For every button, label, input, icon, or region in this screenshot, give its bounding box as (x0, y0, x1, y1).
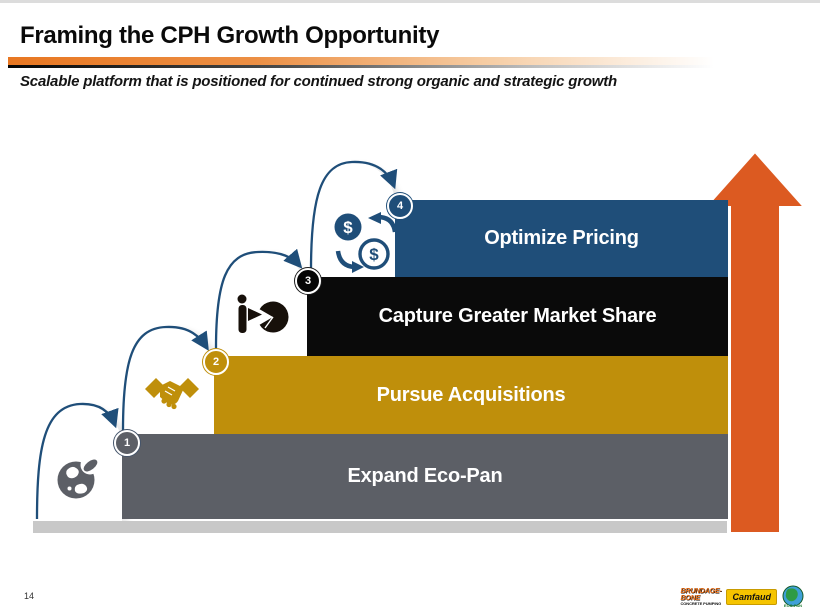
brundage-line1: BRUNDAGE- (680, 587, 722, 595)
badge-number: 3 (304, 275, 312, 287)
badge-number: 2 (212, 356, 220, 368)
step-bar-capture-greater-market-share: Capture Greater Market Share (307, 277, 728, 356)
step-label: Expand Eco-Pan (347, 465, 503, 487)
presenter-pie-chart-icon (234, 293, 292, 343)
title-accent-line (8, 65, 714, 68)
brundage-bone-logo: BRUNDAGE- BONE CONCRETE PUMPING (681, 588, 722, 606)
footer-logos: BRUNDAGE- BONE CONCRETE PUMPING Camfaud … (681, 585, 805, 608)
step-bar-optimize-pricing: Optimize Pricing (395, 200, 728, 277)
eco-pan-globe-icon (782, 585, 804, 607)
dollar-glyph: $ (343, 218, 353, 237)
badge-number: 4 (396, 200, 404, 212)
step-badge-4: 4 (387, 193, 413, 219)
base-platform (33, 521, 727, 533)
handshake-icon (144, 377, 200, 415)
step-badge-3: 3 (295, 268, 321, 294)
brundage-subtext: CONCRETE PUMPING (680, 600, 722, 606)
title-accent-bar (8, 57, 714, 65)
step-badge-1: 1 (114, 430, 140, 456)
badge-number: 1 (123, 437, 131, 449)
eco-pan-label: ECO-PAN (783, 603, 803, 608)
step-bar-expand-eco-pan: Expand Eco-Pan (122, 434, 728, 519)
slide-subtitle: Scalable platform that is positioned for… (20, 73, 618, 90)
eco-pan-logo: ECO-PAN (782, 585, 804, 608)
step-label: Optimize Pricing (484, 227, 639, 249)
dollar-glyph: $ (369, 245, 379, 264)
money-exchange-icon: $ $ (333, 211, 401, 273)
camfaud-logo: Camfaud (726, 588, 777, 605)
step-bar-pursue-acquisitions: Pursue Acquisitions (214, 356, 728, 434)
step-label: Pursue Acquisitions (376, 383, 566, 406)
step-badge-2: 2 (203, 349, 229, 375)
slide-title: Framing the CPH Growth Opportunity (20, 22, 440, 49)
step-label: Capture Greater Market Share (378, 305, 657, 327)
brundage-line2: BONE (680, 594, 701, 602)
page-number: 14 (24, 591, 35, 601)
globe-leaf-icon (55, 455, 99, 501)
slide-top-border (0, 0, 820, 3)
